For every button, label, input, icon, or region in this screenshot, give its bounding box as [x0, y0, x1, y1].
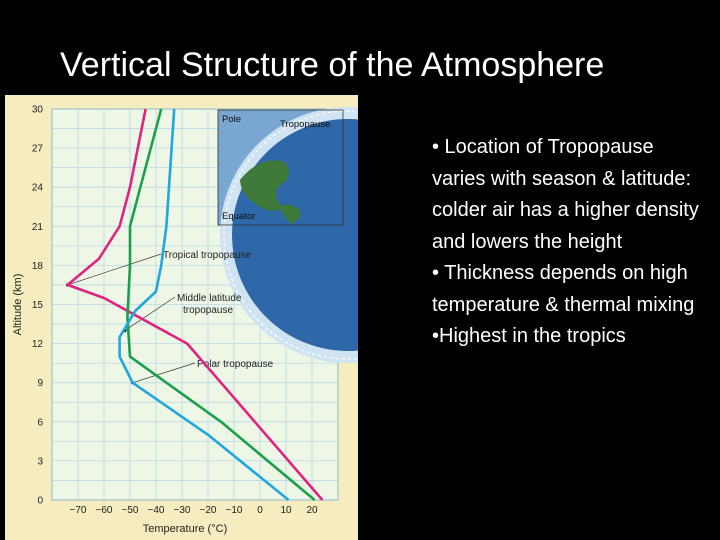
x-tick-label: −20	[200, 505, 217, 516]
x-tick-label: −30	[174, 505, 191, 516]
bullet-list: • Location of Tropopause varies with sea…	[432, 132, 712, 353]
annotation-label: Middle latitude	[177, 293, 242, 304]
y-tick-label: 6	[37, 417, 43, 428]
chart-svg: 0 3 6 9 12 15 18 21 24 27 30 −70 −60 −50 −40 −30 −20 −10 0…	[12, 105, 358, 535]
annotation-label: Tropical tropopause	[163, 250, 251, 261]
series-line-2	[118, 108, 290, 502]
y-tick-label: 18	[32, 261, 44, 272]
bullet-tropopause-location: • Location of Tropopause varies with sea…	[432, 136, 699, 253]
inset-landmass	[240, 160, 289, 211]
y-tick-label: 15	[32, 300, 44, 311]
x-tick-label: −50	[122, 505, 139, 516]
inset-label: Pole	[222, 114, 241, 125]
annotation-label: Polar tropopause	[197, 359, 274, 370]
slide-title: Vertical Structure of the Atmosphere	[60, 46, 605, 84]
y-tick-label: 0	[37, 496, 43, 507]
y-axis-label: Altitude (km)	[12, 274, 24, 336]
altitude-temperature-chart: 0 3 6 9 12 15 18 21 24 27 30 −70 −60 −50 −40 −30 −20 −10 0…	[5, 95, 358, 540]
x-tick-label: −10	[226, 505, 243, 516]
x-tick-label: −60	[96, 505, 113, 516]
y-tick-label: 12	[32, 339, 44, 350]
annotation-label: tropopause	[183, 305, 233, 316]
x-tick-label: −70	[70, 505, 87, 516]
y-tick-label: 27	[32, 144, 44, 155]
y-tick-label: 21	[32, 222, 44, 233]
series-line-1	[126, 108, 316, 501]
inset-tropopause-line	[223, 110, 358, 360]
inset-label: Equator	[222, 211, 255, 222]
series-line-0	[66, 108, 324, 501]
bullet-thickness: • Thickness depends on high temperature …	[432, 262, 695, 316]
annotation-leader-line	[132, 362, 196, 384]
x-tick-label: 20	[306, 505, 318, 516]
x-tick-label: −40	[148, 505, 165, 516]
x-axis-label: Temperature (°C)	[143, 523, 227, 535]
y-tick-label: 24	[32, 183, 44, 194]
inset-label: Tropopause	[280, 119, 330, 130]
inset-landmass	[278, 204, 301, 224]
inset-frame	[217, 109, 344, 226]
x-tick-label: 0	[257, 505, 263, 516]
annotation-leader-line	[67, 253, 162, 286]
annotation-leader-line	[124, 296, 176, 331]
y-tick-label: 9	[37, 378, 43, 389]
y-tick-label: 3	[37, 456, 43, 467]
x-tick-label: 10	[280, 505, 292, 516]
bullet-highest-tropics: •Highest in the tropics	[432, 325, 626, 347]
y-tick-label: 30	[32, 105, 44, 116]
